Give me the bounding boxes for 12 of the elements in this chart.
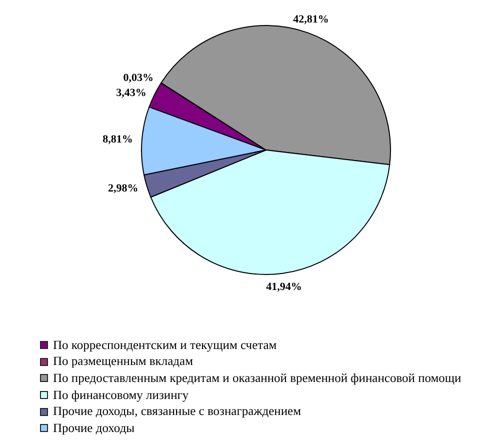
- data-label: 42,81%: [293, 13, 329, 26]
- legend-label: По корреспондентским и текущим счетам: [53, 338, 277, 353]
- data-label: 2,98%: [108, 182, 138, 195]
- legend-label: По финансовому лизингу: [53, 388, 189, 403]
- legend-label: Прочие доходы: [53, 420, 135, 436]
- legend-label: По размещенным вкладам: [53, 354, 193, 370]
- legend-label: По предоставленным кредитам и оказанной временной финансовой помощи: [53, 370, 462, 386]
- data-label: 3,43%: [116, 86, 146, 99]
- data-label: 0,03%: [123, 72, 154, 84]
- data-label: 8,81%: [102, 134, 133, 146]
- data-label: 41,94%: [266, 281, 302, 294]
- legend-label: Прочие доходы, связанные с вознаграждением: [53, 404, 302, 420]
